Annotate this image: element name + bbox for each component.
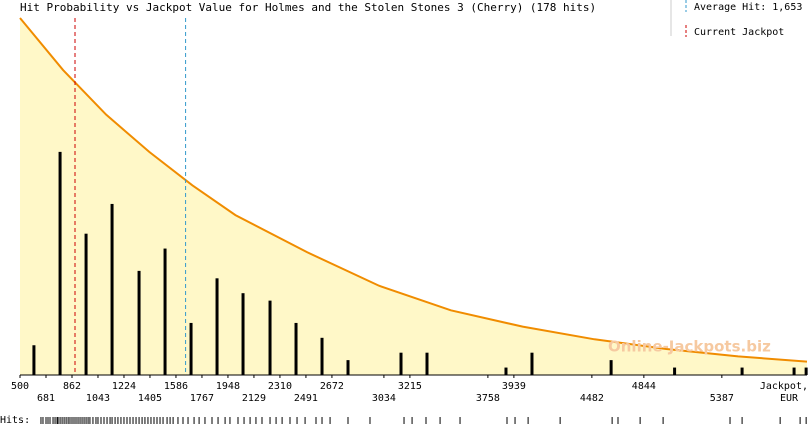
bar [189,322,193,375]
x-tick-label: 2672 [320,381,344,392]
x-tick-label: 2491 [294,393,318,404]
x-tick-label: 1224 [112,381,136,392]
bar [425,352,429,375]
x-tick-label: 1043 [86,393,110,404]
legend-current-label: Current Jackpot [694,27,784,38]
bar [792,367,796,375]
bar [58,151,62,375]
x-tick-label: 5387 [710,393,734,404]
x-tick-label: 3758 [476,393,500,404]
bar [346,360,350,375]
bar [320,337,324,375]
bar [215,278,219,375]
bar [268,300,272,375]
bar [84,233,88,375]
bar [110,203,114,375]
bar [530,352,534,375]
bar [241,293,245,375]
rug-label: Hits: [0,415,30,425]
x-tick-label: 4844 [632,381,656,392]
chart-title: Hit Probability vs Jackpot Value for Hol… [20,1,596,14]
x-tick-label: 1948 [216,381,240,392]
x-tick-label: 500 [11,381,29,392]
x-tick-label: 2310 [268,381,292,392]
legend-average-label: Average Hit: 1,653 [694,2,802,13]
x-tick-label: 3215 [398,381,422,392]
watermark: Online-Jackpots.biz [608,338,771,356]
bar [673,367,677,375]
x-tick-label: 3939 [502,381,526,392]
probability-curve [19,17,808,363]
bar [137,270,141,375]
bar [163,248,167,375]
x-axis-unit: EUR [780,393,799,404]
x-tick-label: 2129 [242,393,266,404]
x-tick-label: 681 [37,393,55,404]
x-tick-label: 1767 [190,393,214,404]
bar [399,352,403,375]
x-tick-label: 3034 [372,393,396,404]
x-tick-label: 1405 [138,393,162,404]
bar [32,345,36,375]
x-tick-label: 862 [63,381,81,392]
bar [740,367,744,375]
bar [294,322,298,375]
bar [804,367,808,375]
x-tick-label: 1586 [164,381,188,392]
bar [504,367,508,375]
x-tick-label: 4482 [580,393,604,404]
x-axis-label: Jackpot, [760,381,808,392]
bar [609,360,613,375]
